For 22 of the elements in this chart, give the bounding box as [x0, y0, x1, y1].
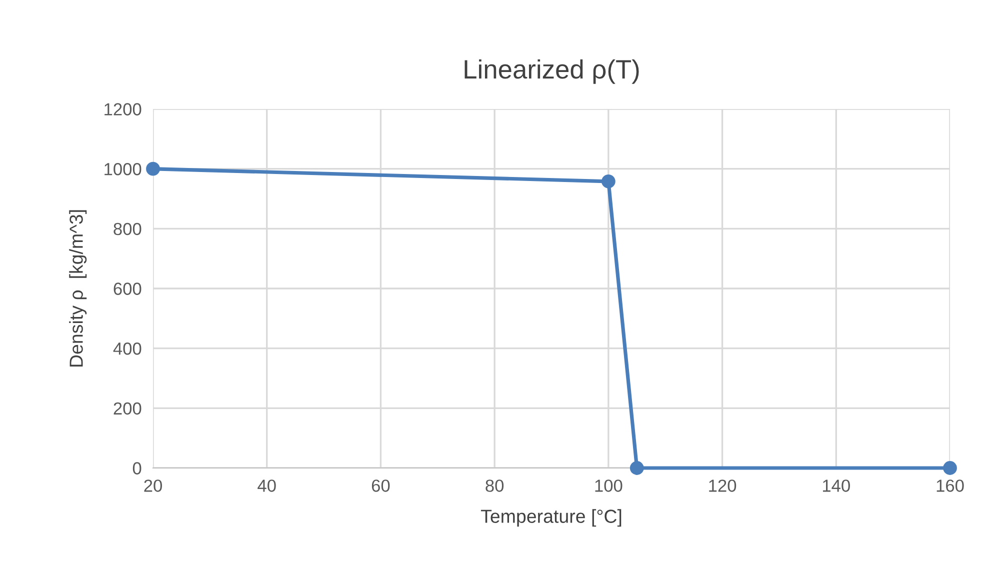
x-tick-label: 60: [372, 480, 390, 492]
x-tick-label: 140: [822, 480, 850, 492]
point: [146, 162, 160, 176]
y-tick-label: 200: [114, 402, 142, 415]
y-tick-label: 1200: [104, 103, 142, 116]
y-axis-title: Density ρ [kg/m^3]: [69, 210, 87, 367]
point: [630, 461, 644, 475]
chart-title: Linearized ρ(T): [464, 59, 639, 84]
y-tick-label: 400: [113, 342, 142, 355]
x-tick-label: 40: [258, 480, 276, 492]
x-tick-label: 120: [709, 480, 736, 492]
x-axis-title: Temperature [°C]: [480, 509, 622, 527]
x-tick-label: 100: [595, 480, 622, 492]
y-tick-label: 600: [114, 282, 142, 295]
x-tick-label: 160: [936, 480, 964, 492]
x-tick-label: 80: [486, 480, 504, 492]
x-tick-label: 20: [144, 480, 162, 492]
point: [943, 461, 957, 475]
y-tick-label: 0: [132, 462, 142, 474]
y-tick-label: 1000: [104, 163, 142, 176]
point: [601, 174, 616, 188]
y-tick-label: 800: [114, 222, 142, 236]
